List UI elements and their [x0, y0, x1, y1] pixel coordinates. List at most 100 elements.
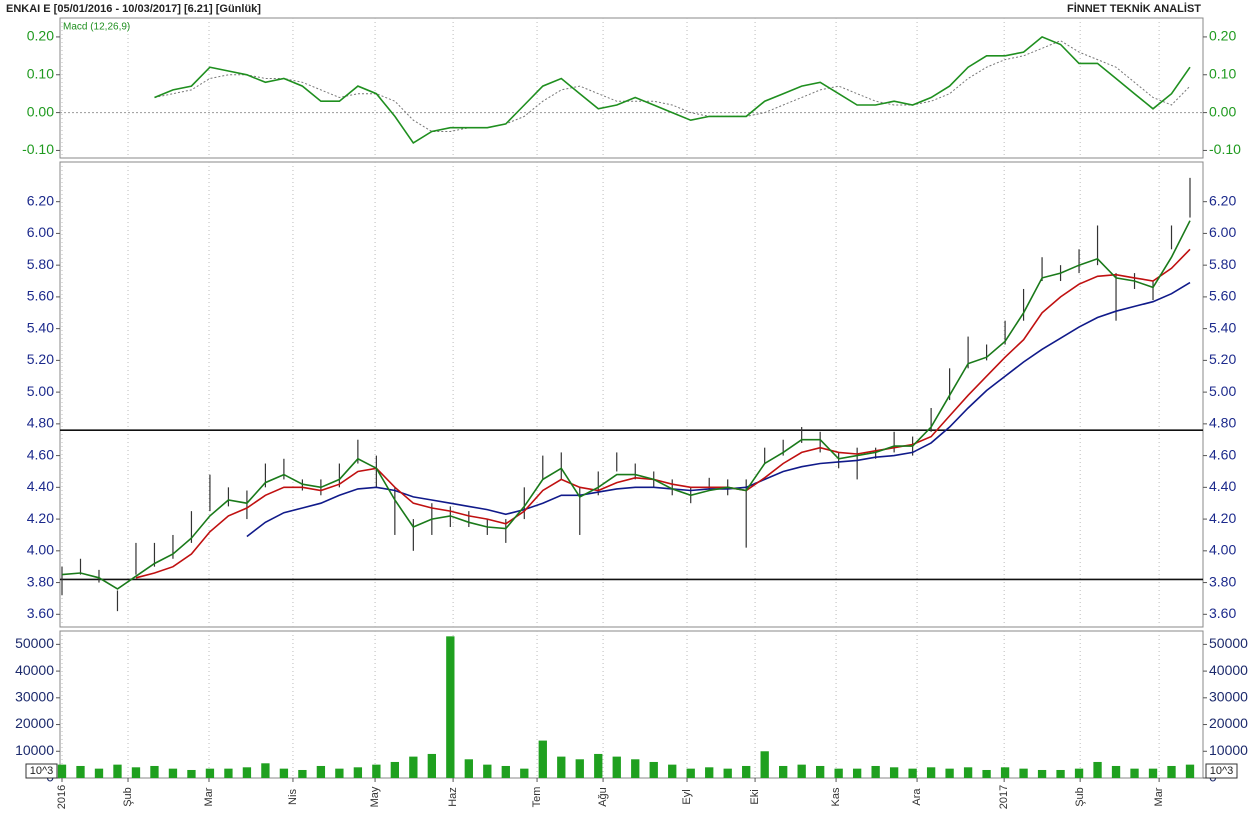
y-tick-label: 50000 — [15, 635, 54, 651]
x-tick-label: Tem — [531, 787, 543, 808]
volume-bar — [409, 756, 418, 778]
volume-bar — [1148, 768, 1158, 778]
volume-bar — [945, 768, 954, 778]
volume-bar — [261, 763, 270, 778]
volume-bar — [908, 768, 917, 778]
header-brand: FİNNET TEKNİK ANALİST — [1067, 2, 1201, 15]
y-tick-label: 0.00 — [27, 103, 54, 119]
volume-bar — [594, 753, 603, 778]
volume-bar — [889, 767, 899, 778]
y-tick-label: 4.40 — [1209, 478, 1236, 494]
volume-bar — [852, 768, 862, 778]
y-tick-label: 5.60 — [1209, 288, 1236, 304]
y-tick-label: 40000 — [15, 662, 54, 678]
y-tick-label: 3.60 — [27, 605, 54, 621]
y-tick-label: 6.00 — [27, 224, 54, 240]
series-line — [135, 248, 1191, 579]
y-tick-label: 4.80 — [1209, 415, 1236, 431]
y-tick-label: 4.80 — [27, 415, 54, 431]
series-line — [154, 40, 1191, 132]
volume-bar — [668, 764, 677, 778]
volume-bar — [242, 767, 252, 778]
volume-bar — [113, 764, 122, 778]
x-tick-label: 2016 — [56, 785, 68, 809]
x-tick-label: Haz — [447, 787, 459, 807]
y-tick-label: 5.80 — [27, 256, 54, 272]
volume-bar — [1056, 769, 1065, 778]
volume-bar — [316, 765, 326, 778]
unit-box — [1205, 763, 1238, 779]
y-tick-label: 3.80 — [1209, 573, 1236, 589]
volume-bar — [1185, 764, 1195, 778]
volume-bar — [982, 769, 991, 778]
volume-bar — [1111, 765, 1121, 778]
volume-bar — [1019, 768, 1028, 778]
y-tick-label: 4.00 — [27, 542, 54, 558]
y-tick-label: 0.20 — [1209, 28, 1236, 44]
y-tick-label: 10000 — [15, 742, 54, 758]
y-tick-label: 50000 — [1209, 635, 1248, 651]
y-tick-label: 5.80 — [1209, 256, 1236, 272]
volume-bar — [1074, 768, 1084, 778]
volume-bar — [187, 769, 196, 778]
volume-bar — [298, 769, 307, 778]
y-tick-label: 4.40 — [27, 478, 54, 494]
volume-bar — [1093, 761, 1102, 778]
y-tick-label: 5.00 — [27, 383, 54, 399]
y-tick-label: 40000 — [1209, 662, 1248, 678]
volume-bar — [1167, 765, 1176, 778]
y-tick-label: 0.10 — [27, 65, 54, 81]
series-line — [154, 35, 1191, 144]
y-tick-label: 5.20 — [1209, 351, 1236, 367]
y-tick-label: 4.00 — [1209, 542, 1236, 558]
volume-bar — [483, 764, 492, 778]
panel-frame — [59, 17, 1204, 159]
y-tick-label: 5.20 — [27, 351, 54, 367]
x-tick-label: Mar — [203, 787, 215, 806]
y-tick-label: 20000 — [15, 715, 54, 731]
x-tick-label: Eki — [749, 789, 761, 804]
y-tick-label: 5.00 — [1209, 383, 1236, 399]
volume-bar — [834, 768, 843, 778]
y-tick-label: 4.60 — [27, 446, 54, 462]
y-tick-label: 30000 — [15, 689, 54, 705]
x-tick-label: Nis — [287, 789, 299, 805]
volume-bar — [723, 768, 732, 778]
y-tick-label: 5.40 — [27, 319, 54, 335]
volume-bar — [501, 765, 510, 778]
volume-bar — [353, 767, 363, 778]
volume-bar — [76, 765, 85, 778]
volume-bar — [446, 636, 455, 778]
volume-bar — [575, 759, 584, 778]
header-title: ENKAI E [05/01/2016 - 10/03/2017] [6.21]… — [6, 3, 261, 15]
volume-bar — [464, 759, 473, 778]
x-tick-label: Mar — [1153, 787, 1165, 806]
y-tick-label: 30000 — [1209, 689, 1248, 705]
y-tick-label: 5.60 — [27, 288, 54, 304]
volume-bar — [1000, 767, 1010, 778]
volume-bar — [760, 751, 769, 778]
volume-bar — [1037, 769, 1047, 778]
y-tick-label: 4.20 — [27, 510, 54, 526]
y-tick-label: 4.60 — [1209, 446, 1236, 462]
volume-bar — [390, 761, 400, 778]
y-tick-label: -0.10 — [1209, 141, 1241, 157]
y-tick-label: 3.80 — [27, 573, 54, 589]
series-line — [61, 220, 1191, 590]
x-tick-label: Şub — [122, 787, 134, 807]
panel-frame — [59, 161, 1204, 628]
volume-bar — [871, 765, 880, 778]
volume-bar — [224, 768, 233, 778]
volume-bar — [131, 767, 141, 778]
y-tick-label: 3.60 — [1209, 605, 1236, 621]
volume-bar — [612, 756, 621, 778]
volume-bar — [631, 759, 640, 778]
volume-bar — [705, 767, 714, 778]
volume-bar — [335, 768, 344, 778]
volume-bar — [168, 768, 178, 778]
y-tick-label: 0.10 — [1209, 65, 1236, 81]
y-tick-label: 5.40 — [1209, 319, 1236, 335]
volume-bar — [372, 764, 381, 778]
indicator-label: Macd (12,26,9) — [63, 22, 130, 33]
